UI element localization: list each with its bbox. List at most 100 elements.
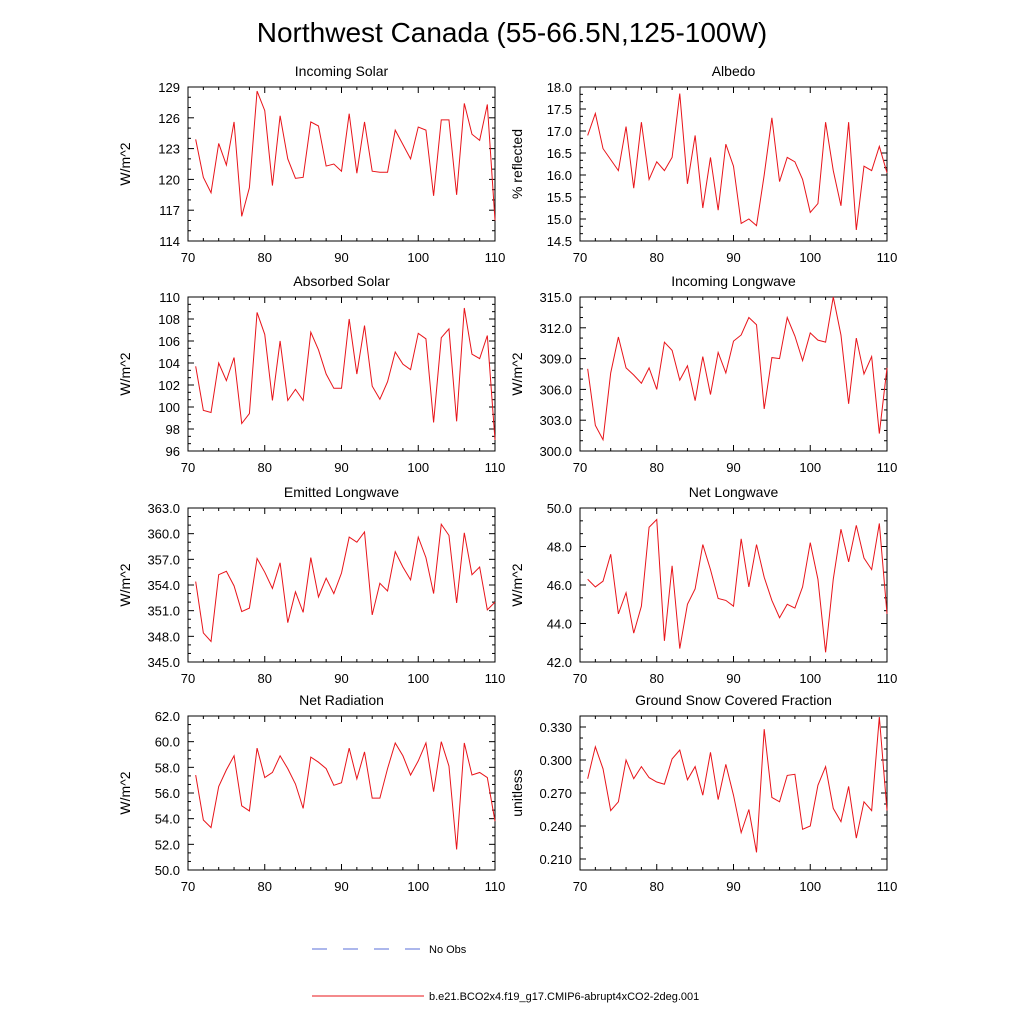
y-tick-label: 106	[158, 334, 180, 349]
y-tick-label: 98	[166, 422, 180, 437]
y-tick-label: 117	[159, 203, 180, 218]
y-tick-label: 129	[158, 80, 180, 95]
x-tick-label: 80	[258, 250, 272, 265]
y-tick-label: 44.0	[547, 617, 572, 632]
y-tick-label: 123	[158, 142, 180, 157]
y-tick-label: 17.0	[547, 124, 572, 139]
y-tick-label: 0.330	[539, 720, 572, 735]
y-tick-label: 110	[159, 290, 180, 305]
series-line	[195, 307, 496, 441]
y-axis-label: unitless	[509, 769, 525, 816]
y-tick-label: 50.0	[155, 863, 180, 878]
x-tick-label: 100	[799, 671, 821, 686]
panel-title: Emitted Longwave	[284, 484, 399, 500]
y-tick-label: 58.0	[155, 760, 180, 775]
y-tick-label: 15.5	[547, 190, 572, 205]
y-tick-label: 16.0	[547, 168, 572, 183]
y-tick-label: 54.0	[155, 812, 180, 827]
y-tick-label: 354.0	[147, 578, 180, 593]
plot-frame	[187, 86, 496, 242]
panel-albedo: Albedo % reflected 70 80 90 100 110 14.5 15.0 15.…	[509, 63, 897, 265]
y-tick-label: 52.0	[155, 837, 180, 852]
x-tick-label: 110	[877, 879, 898, 894]
legend: No Obs b.e21.BCO2x4.f19_g17.CMIP6-abrupt…	[312, 944, 699, 1003]
x-tick-label: 110	[877, 460, 898, 475]
y-tick-label: 309.0	[539, 352, 572, 367]
x-tick-label: 80	[258, 671, 272, 686]
plot-frame	[187, 296, 496, 452]
y-axis-label: W/m^2	[117, 563, 133, 606]
series-line	[195, 522, 496, 643]
x-tick-label: 90	[334, 250, 348, 265]
x-tick-label: 110	[485, 250, 506, 265]
x-tick-label: 90	[726, 460, 740, 475]
panel-net-longwave: Net Longwave W/m^2 70 80 90 100 110 42.0 44.0 46.…	[509, 484, 897, 686]
panel-incoming-solar: Incoming Solar W/m^2 70 80 90 100 110 114 117 120…	[117, 63, 505, 265]
x-tick-label: 80	[258, 879, 272, 894]
x-tick-label: 100	[407, 460, 429, 475]
x-tick-label: 110	[485, 671, 506, 686]
x-tick-label: 80	[650, 671, 664, 686]
series-line	[195, 741, 496, 850]
x-tick-label: 90	[334, 671, 348, 686]
series-line	[195, 90, 496, 221]
x-tick-label: 70	[573, 460, 587, 475]
y-tick-label: 0.300	[539, 753, 572, 768]
y-axis-label: % reflected	[509, 129, 525, 199]
y-tick-label: 114	[159, 234, 180, 249]
x-tick-label: 80	[650, 879, 664, 894]
x-tick-label: 90	[334, 460, 348, 475]
y-tick-label: 46.0	[547, 578, 572, 593]
y-tick-label: 0.270	[539, 786, 572, 801]
y-axis-label: W/m^2	[509, 352, 525, 395]
panel-absorbed-solar: Absorbed Solar W/m^2 70 80 90 100 110 96 98 100 10…	[117, 273, 505, 475]
y-tick-label: 18.0	[547, 80, 572, 95]
x-tick-label: 70	[181, 250, 195, 265]
y-tick-label: 345.0	[147, 655, 180, 670]
panel-title: Albedo	[712, 63, 756, 79]
y-tick-label: 50.0	[547, 501, 572, 516]
panel-title: Incoming Longwave	[671, 273, 796, 289]
panel-title: Absorbed Solar	[293, 273, 390, 289]
x-tick-label: 70	[181, 879, 195, 894]
x-tick-label: 70	[573, 250, 587, 265]
series-line	[587, 717, 888, 853]
x-tick-label: 80	[650, 250, 664, 265]
x-tick-label: 100	[799, 879, 821, 894]
y-tick-label: 306.0	[539, 382, 572, 397]
panel-title: Incoming Solar	[295, 63, 389, 79]
y-tick-label: 102	[158, 378, 180, 393]
y-axis-label: W/m^2	[117, 352, 133, 395]
y-tick-label: 315.0	[539, 290, 572, 305]
x-tick-label: 100	[407, 250, 429, 265]
x-tick-label: 100	[407, 671, 429, 686]
y-tick-label: 15.0	[547, 212, 572, 227]
y-tick-label: 62.0	[155, 709, 180, 724]
x-tick-label: 110	[877, 250, 898, 265]
legend-label-model: b.e21.BCO2x4.f19_g17.CMIP6-abrupt4xCO2-2…	[429, 991, 699, 1003]
y-tick-label: 303.0	[539, 413, 572, 428]
y-tick-label: 42.0	[547, 655, 572, 670]
y-tick-label: 120	[158, 172, 180, 187]
x-tick-label: 90	[726, 879, 740, 894]
panel-title: Net Longwave	[689, 484, 779, 500]
legend-label-no-obs: No Obs	[429, 944, 467, 956]
x-tick-label: 100	[799, 460, 821, 475]
y-tick-label: 351.0	[147, 604, 180, 619]
plot-frame	[579, 715, 888, 871]
x-tick-label: 100	[799, 250, 821, 265]
y-tick-label: 300.0	[539, 444, 572, 459]
x-tick-label: 70	[573, 671, 587, 686]
series-line	[587, 93, 888, 231]
x-tick-label: 100	[407, 879, 429, 894]
x-tick-label: 80	[258, 460, 272, 475]
x-tick-label: 70	[181, 460, 195, 475]
x-tick-label: 90	[726, 671, 740, 686]
panel-ground-snow-covered-fraction: Ground Snow Covered Fraction unitless 70 80…	[509, 692, 897, 894]
panel-incoming-longwave: Incoming Longwave W/m^2 70 80 90 100 110 300.0 3…	[509, 273, 897, 475]
plot-frame	[579, 86, 888, 242]
y-tick-label: 0.240	[539, 819, 572, 834]
y-tick-label: 16.5	[547, 146, 572, 161]
y-tick-label: 100	[158, 400, 180, 415]
